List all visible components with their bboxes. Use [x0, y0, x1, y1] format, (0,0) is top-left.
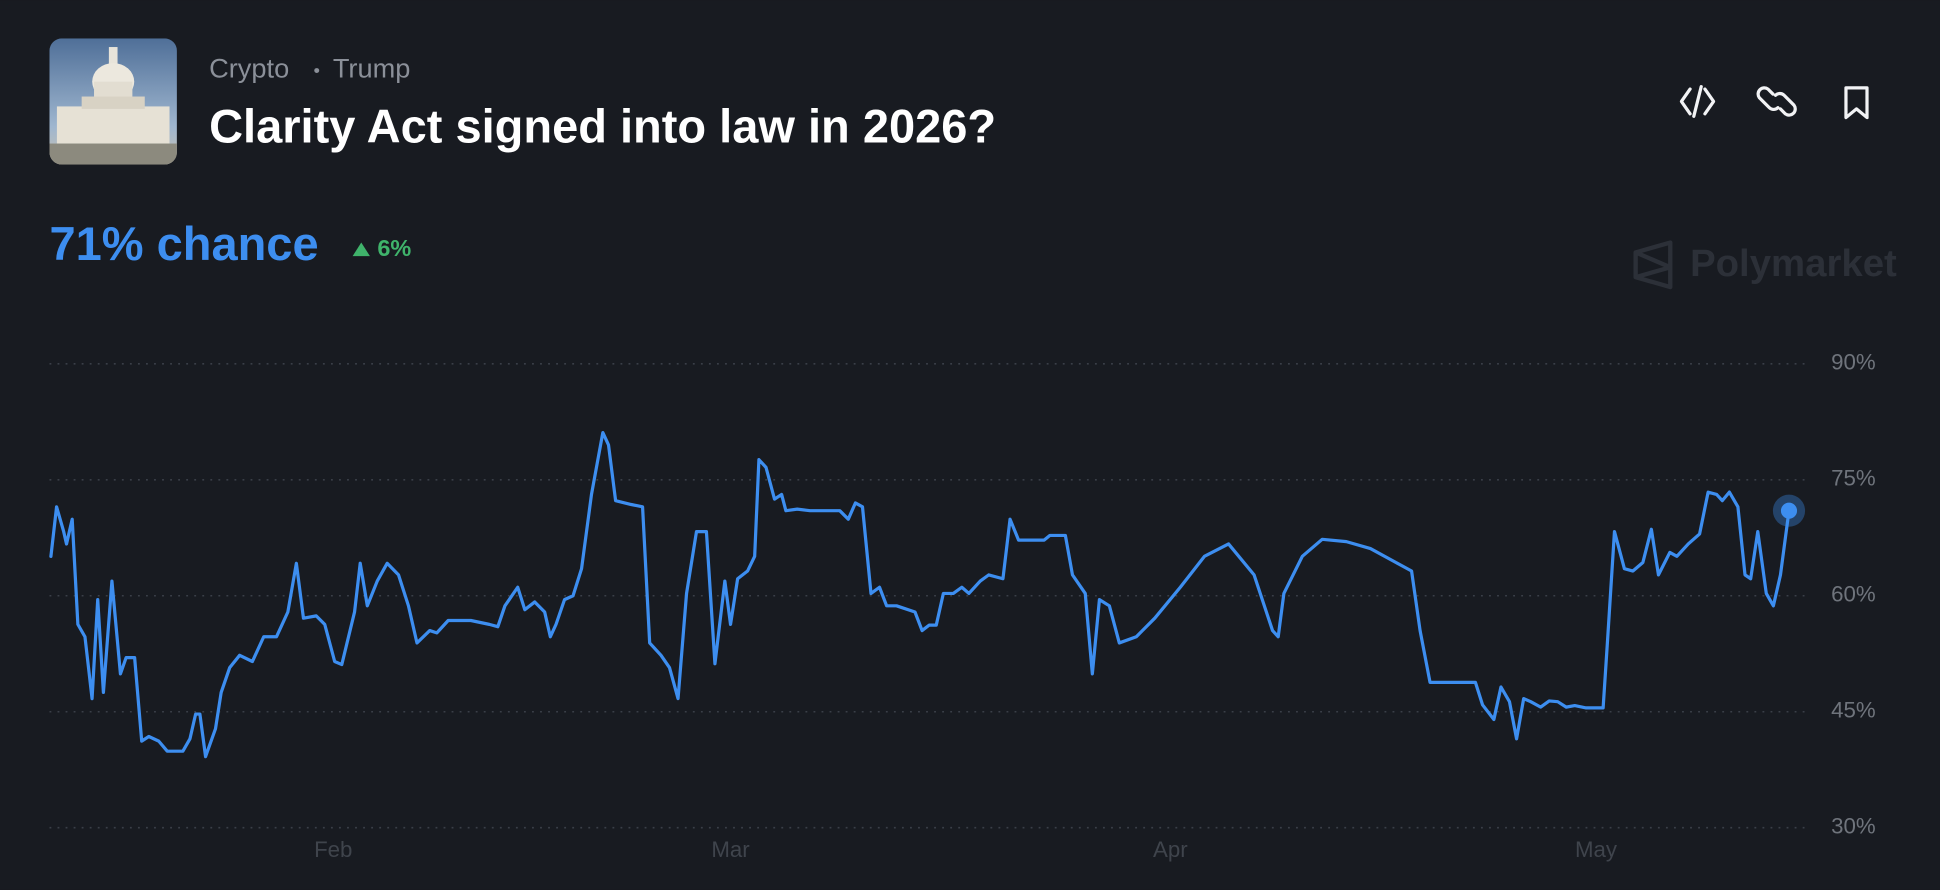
price-line [49, 430, 1791, 759]
change-arrow [352, 242, 370, 257]
y-tick-label: 45% [1831, 698, 1876, 723]
x-tick-label: Feb [314, 837, 352, 862]
y-tick-label: 90% [1831, 350, 1876, 375]
brand-watermark: Polymarket [1633, 240, 1897, 290]
x-tick-label: May [1575, 837, 1618, 862]
market-thumbnail [49, 38, 177, 165]
tag[interactable]: Trump [333, 53, 411, 84]
current-point [1780, 502, 1798, 519]
link-button[interactable] [1756, 86, 1797, 117]
bookmark-button[interactable] [1844, 86, 1869, 120]
market-title: Clarity Act signed into law in 2026? [209, 99, 996, 152]
y-tick-label: 60% [1831, 582, 1876, 607]
embed-button[interactable] [1679, 85, 1716, 118]
tag[interactable]: Crypto [209, 53, 289, 84]
plot-area: 30% 45% 60% 75% 90% Feb Mar Apr May [49, 350, 1876, 862]
tag-separator [314, 68, 320, 74]
x-tick-label: Apr [1153, 837, 1188, 862]
y-tick-label: 30% [1831, 814, 1876, 839]
change-label: 6% [377, 235, 411, 261]
brand-name: Polymarket [1690, 242, 1897, 285]
y-tick-label: 75% [1831, 466, 1876, 491]
chance-label: 71% chance [49, 217, 318, 270]
x-tick-label: Mar [711, 837, 750, 862]
